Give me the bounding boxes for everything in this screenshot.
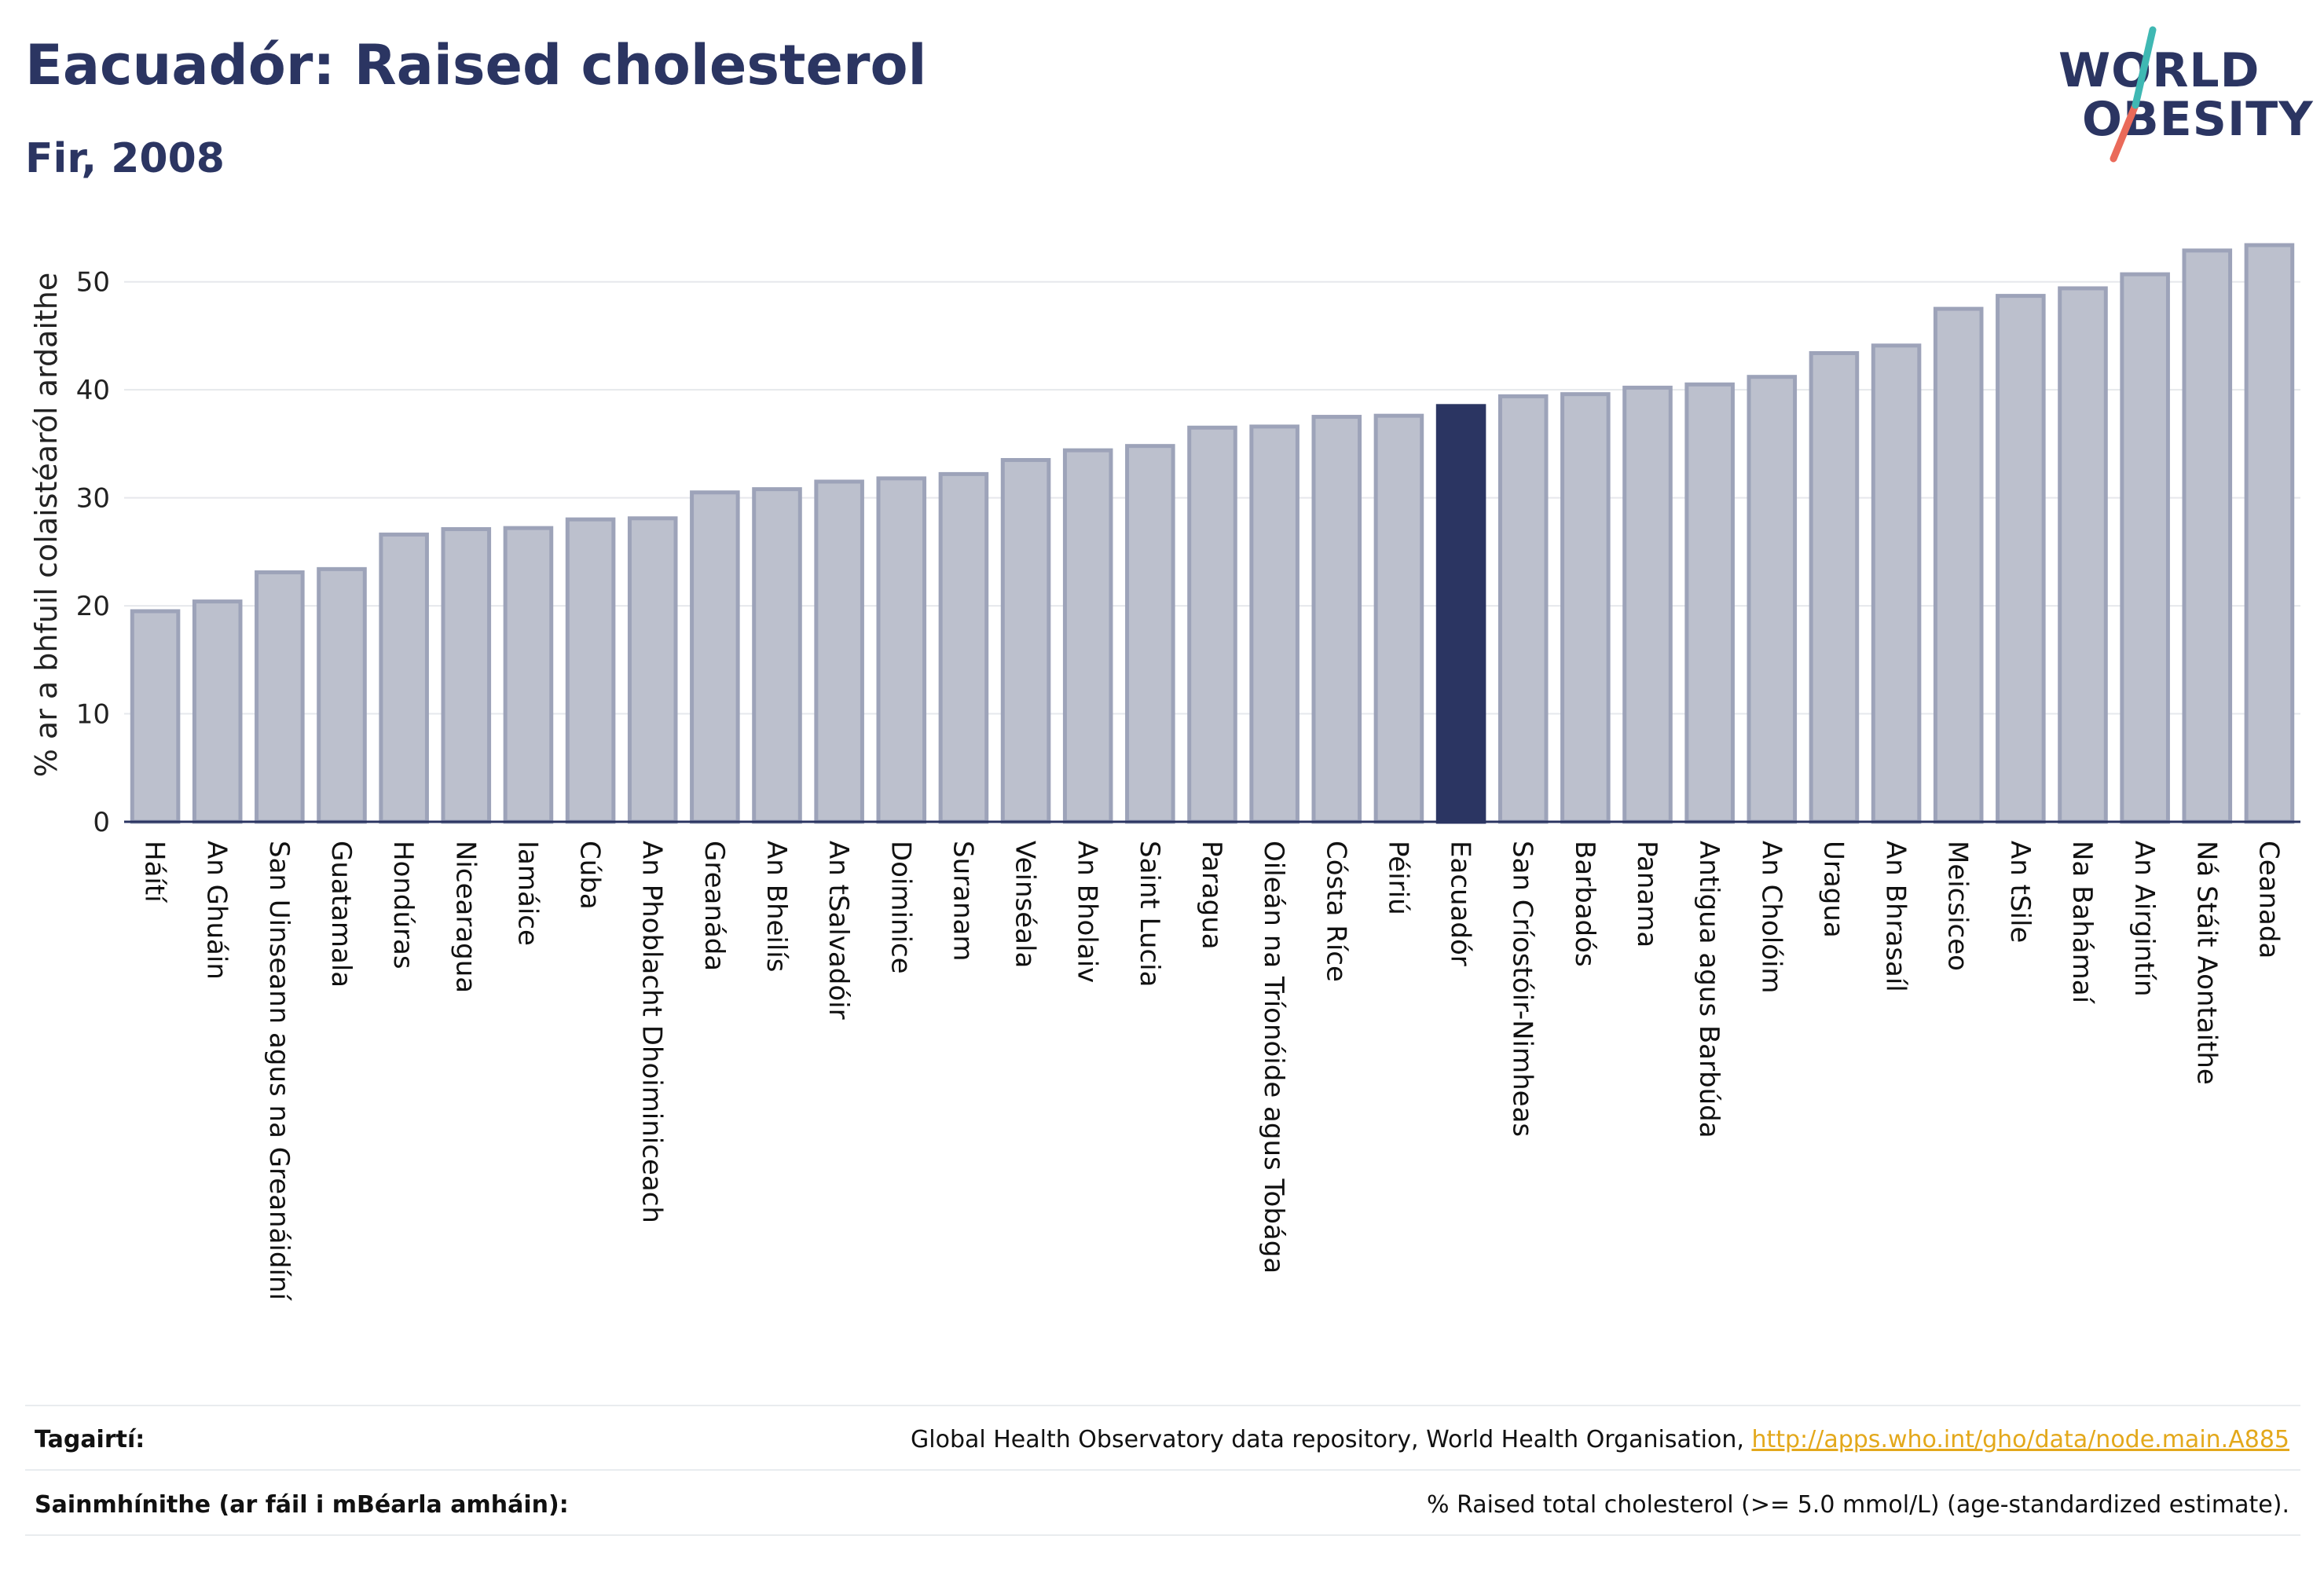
- y-tick-label: 40: [76, 375, 110, 406]
- x-tick-label: Saint Lucia: [1134, 841, 1165, 987]
- bar: [1684, 382, 1735, 824]
- y-tick-label: 20: [76, 591, 110, 622]
- x-tick-label: Panama: [1631, 841, 1662, 947]
- bar: [317, 566, 367, 824]
- bar: [1871, 343, 1922, 824]
- footer-divider-top: [25, 1405, 2300, 1406]
- x-tick-label: Péiriú: [1382, 841, 1413, 915]
- definitions-label: Sainmhínithe (ar fáil i mBéarla amháin):: [35, 1491, 569, 1519]
- x-tick-label: Meicsiceo: [1942, 841, 1974, 971]
- bar: [1000, 458, 1051, 824]
- bar: [1996, 294, 2046, 824]
- bar: [565, 517, 616, 824]
- bar: [1373, 413, 1424, 824]
- bar: [814, 479, 864, 824]
- y-tick-label: 10: [76, 699, 110, 731]
- bar: [1809, 350, 1860, 824]
- x-tick-label: An Bholaiv: [1072, 841, 1103, 983]
- references-label: Tagairtí:: [35, 1426, 145, 1453]
- bar: [1125, 444, 1175, 824]
- x-tick-label: Iamáice: [511, 841, 543, 946]
- logo-word-world: WORLD: [2058, 43, 2260, 98]
- y-axis-label: % ar a bhfuil colaistéaról ardaithe: [29, 273, 64, 778]
- x-tick-label: An Cholóim: [1755, 841, 1787, 994]
- y-tick-label: 50: [76, 267, 110, 299]
- bar: [690, 490, 740, 824]
- bar: [379, 532, 429, 824]
- references-source: Global Health Observatory data repositor…: [911, 1426, 1752, 1453]
- x-tick-label: Doiminice: [885, 841, 916, 974]
- bar: [938, 471, 989, 824]
- bar: [192, 599, 243, 824]
- bar: [2182, 248, 2233, 824]
- bar-highlighted: [1435, 404, 1486, 824]
- references-text: Global Health Observatory data repositor…: [911, 1426, 2289, 1453]
- x-tick-label: Na Bahámaí: [2066, 841, 2098, 1005]
- x-tick-label: Cúba: [574, 841, 606, 910]
- x-tick-label: Uragua: [1817, 841, 1849, 938]
- bar: [876, 476, 927, 824]
- bar: [1497, 394, 1549, 824]
- x-tick-label: Cósta Ríce: [1320, 841, 1351, 982]
- x-tick-label: Antigua agus Barbúda: [1693, 841, 1725, 1138]
- x-tick-label: Greanáda: [698, 841, 730, 971]
- y-tick-label: 30: [76, 483, 110, 515]
- definitions-text: % Raised total cholesterol (>= 5.0 mmol/…: [1427, 1491, 2289, 1519]
- bar: [627, 516, 678, 824]
- bar: [752, 487, 802, 824]
- x-tick-label: An tSile: [2004, 841, 2036, 943]
- bar: [1933, 306, 1984, 824]
- x-tick-label: Veinséala: [1010, 841, 1041, 968]
- x-tick-label: Ceanada: [2253, 841, 2284, 958]
- bar: [130, 609, 181, 824]
- x-tick-label: Barbadós: [1569, 841, 1600, 967]
- bar: [1311, 415, 1362, 824]
- x-tick-label: An Phoblacht Dhoiminiceach: [636, 841, 668, 1223]
- x-tick-label: Oileán na Tríonóide agus Tobága: [1258, 841, 1289, 1274]
- footer-divider-middle: [25, 1469, 2300, 1471]
- world-obesity-logo[interactable]: WORLD OBESITY: [2043, 24, 2313, 165]
- bar: [441, 526, 492, 824]
- x-tick-label: Nicearagua: [449, 841, 481, 993]
- bar: [1187, 425, 1237, 824]
- x-tick-label: Guatamala: [325, 841, 357, 988]
- x-tick-label: An Ghuáin: [201, 841, 233, 980]
- bar: [1249, 424, 1299, 824]
- x-tick-label: An Bhrasaíl: [1880, 841, 1912, 992]
- references-link[interactable]: http://apps.who.int/gho/data/node.main.A…: [1751, 1426, 2289, 1453]
- bar: [2058, 286, 2108, 824]
- x-tick-label: San Uinseann agus na Greanáidíní: [263, 841, 295, 1301]
- x-tick-label: Paragua: [1196, 841, 1227, 950]
- chart-subtitle: Fir, 2008: [25, 135, 225, 182]
- x-tick-label: Ná Stáit Aontaithe: [2190, 841, 2222, 1085]
- bar: [1747, 375, 1798, 824]
- bar: [2120, 272, 2170, 824]
- bar-chart: 0 10 20 30 40 50 % ar a bhfuil colaistéaról ar…: [29, 243, 2300, 1301]
- footer-divider-bottom: [25, 1534, 2300, 1536]
- x-tick-label: Eacuadór: [1445, 841, 1476, 966]
- bar: [2244, 243, 2295, 824]
- x-tick-label: An Bheilís: [761, 841, 792, 972]
- bar: [1560, 392, 1611, 824]
- logo-slash-icon: [2110, 26, 2157, 163]
- x-tick-label: Hondúras: [387, 841, 419, 969]
- x-tick-label: Suranam: [947, 841, 978, 961]
- bar: [255, 570, 305, 824]
- bar: [1062, 448, 1113, 824]
- chart-title: Eacuadór: Raised cholesterol: [25, 33, 927, 97]
- bar: [1622, 385, 1673, 824]
- y-tick-label: 0: [93, 807, 110, 838]
- x-tick-label: An tSalvadóir: [823, 841, 854, 1020]
- x-tick-label: An Airgintín: [2128, 841, 2160, 997]
- bar: [503, 526, 554, 824]
- x-tick-label: San Críostóir-Nimheas: [1507, 841, 1538, 1137]
- x-tick-label: Háítí: [139, 841, 170, 903]
